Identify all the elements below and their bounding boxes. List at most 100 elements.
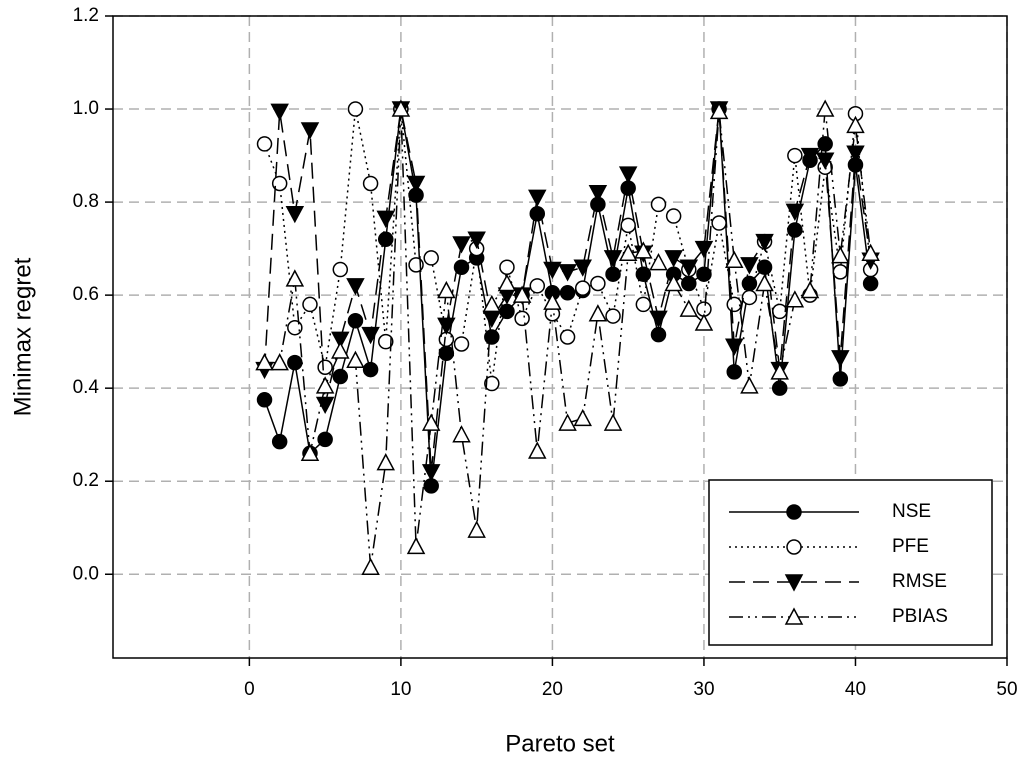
marker — [543, 292, 562, 310]
marker — [512, 285, 532, 303]
marker — [271, 433, 288, 450]
marker — [406, 175, 426, 194]
marker — [300, 443, 320, 462]
marker — [573, 259, 592, 277]
marker — [467, 231, 486, 249]
marker — [484, 375, 500, 392]
marker — [256, 136, 273, 152]
marker — [302, 296, 318, 313]
marker — [377, 231, 394, 248]
marker — [346, 278, 365, 296]
marker — [452, 425, 471, 443]
marker — [376, 453, 395, 471]
marker — [361, 326, 380, 345]
marker — [618, 243, 638, 262]
y-tick-label: 0.2 — [73, 470, 99, 491]
x-tick-label: 40 — [845, 679, 866, 700]
marker — [484, 329, 500, 345]
marker — [315, 396, 335, 415]
marker — [620, 217, 636, 234]
marker — [287, 354, 303, 371]
marker — [558, 413, 577, 431]
marker — [815, 99, 835, 117]
marker — [635, 296, 652, 313]
marker — [421, 464, 441, 482]
marker — [650, 196, 667, 213]
marker — [255, 352, 274, 371]
marker — [650, 326, 667, 343]
marker — [558, 264, 577, 282]
marker — [605, 308, 621, 324]
marker — [665, 208, 682, 224]
marker — [725, 338, 744, 356]
marker — [332, 368, 349, 385]
marker — [362, 361, 379, 378]
marker — [694, 240, 714, 259]
marker — [603, 413, 623, 431]
marker — [679, 299, 699, 317]
marker — [709, 101, 729, 120]
x-tick-label: 50 — [996, 679, 1017, 700]
marker — [846, 115, 865, 134]
marker — [559, 329, 576, 345]
marker — [315, 376, 335, 394]
marker — [726, 296, 743, 313]
series-line — [264, 108, 872, 568]
marker — [285, 205, 305, 224]
marker — [317, 431, 333, 448]
marker — [574, 280, 591, 296]
marker — [832, 371, 849, 387]
marker — [499, 303, 515, 320]
marker — [528, 441, 547, 459]
legend-label: NSE — [892, 501, 931, 522]
marker — [437, 280, 456, 299]
marker — [514, 310, 530, 327]
marker — [787, 147, 803, 164]
marker — [590, 275, 606, 292]
marker — [453, 259, 470, 275]
marker — [543, 261, 562, 280]
marker — [831, 350, 850, 368]
marker — [287, 319, 303, 336]
marker — [740, 376, 759, 394]
y-tick-label: 1.2 — [73, 5, 99, 26]
marker — [618, 166, 638, 184]
legend-marker — [786, 539, 802, 555]
marker — [362, 175, 379, 192]
marker — [756, 259, 773, 275]
marker — [800, 280, 820, 299]
marker — [634, 241, 653, 259]
marker — [361, 557, 380, 576]
y-axis-label: Minimax regret — [9, 257, 36, 416]
marker — [711, 215, 727, 231]
marker — [377, 333, 394, 350]
y-tick-label: 1.0 — [73, 98, 99, 119]
marker — [831, 245, 850, 264]
marker — [346, 350, 365, 369]
marker — [862, 275, 879, 292]
marker — [649, 310, 668, 328]
legend-label: PFE — [892, 536, 929, 557]
marker — [467, 520, 486, 538]
marker — [497, 273, 517, 292]
y-tick-label: 0.4 — [73, 377, 100, 398]
marker — [817, 136, 833, 152]
marker — [300, 122, 320, 140]
marker — [317, 359, 333, 375]
legend-marker — [784, 607, 804, 625]
marker — [605, 266, 621, 282]
marker — [270, 103, 289, 121]
y-tick-label: 0.0 — [73, 563, 99, 584]
marker — [559, 285, 576, 301]
marker — [679, 259, 699, 277]
marker — [437, 317, 456, 335]
marker — [331, 331, 350, 349]
legend-label: RMSE — [892, 571, 947, 592]
x-tick-label: 0 — [244, 679, 255, 700]
marker — [785, 203, 805, 221]
marker — [832, 264, 849, 280]
x-tick-label: 30 — [693, 679, 714, 700]
legend-box — [708, 479, 993, 646]
marker — [725, 250, 744, 268]
marker — [664, 250, 683, 268]
